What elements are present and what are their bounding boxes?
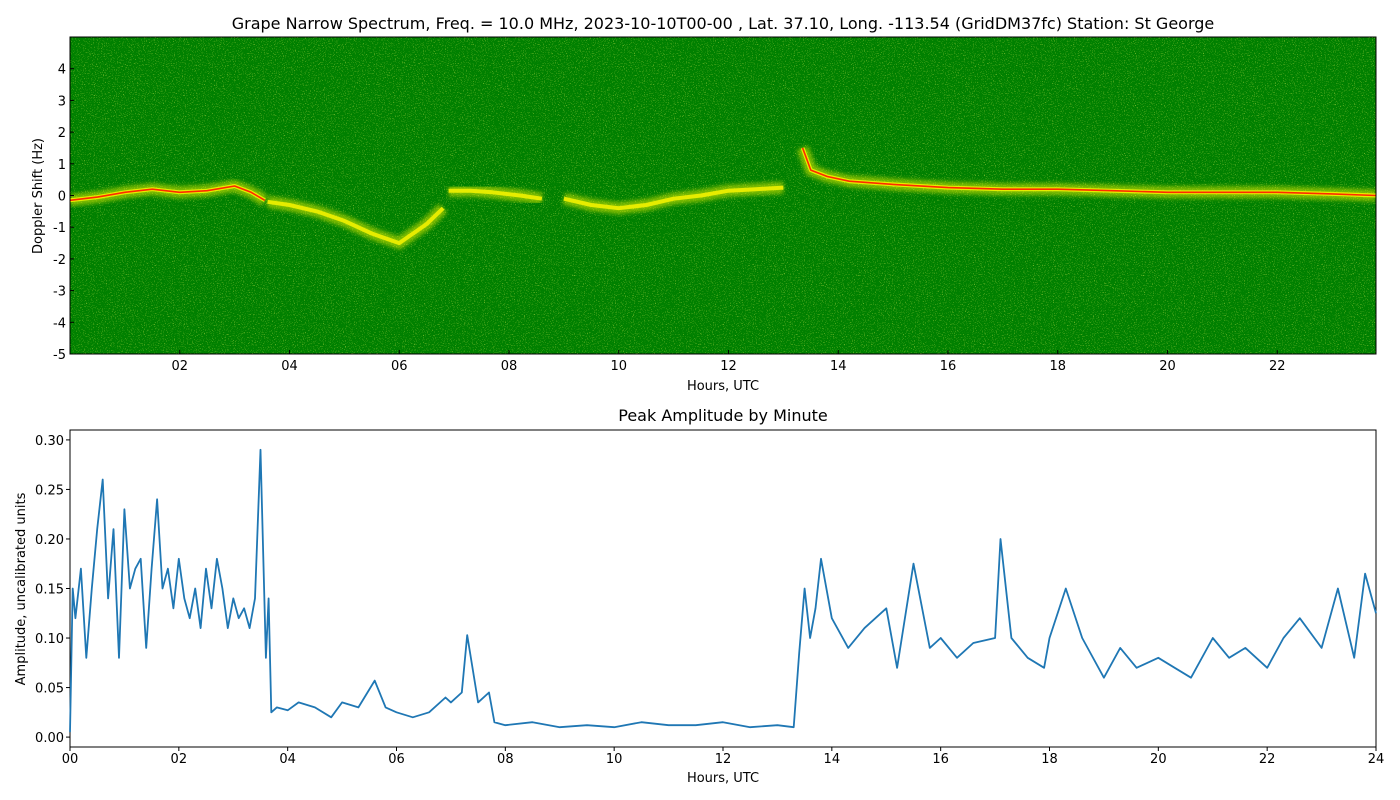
- amplitude-x-tick-label: 00: [62, 752, 79, 767]
- amplitude-x-tick-label: 16: [932, 752, 949, 767]
- spectrum-y-tick-label: -4: [53, 316, 66, 331]
- spectrum-y-tick-label: -2: [53, 253, 66, 268]
- spectrum-x-tick-label: 18: [1049, 359, 1066, 374]
- amplitude-x-tick-label: 22: [1259, 752, 1276, 767]
- spectrum-x-tick-label: 04: [281, 359, 298, 374]
- amplitude-y-tick-label: 0.00: [35, 731, 64, 746]
- amplitude-series-line: [69, 448, 1377, 733]
- amplitude-frame: [69, 429, 1377, 748]
- spectrogram-plot-area: [70, 37, 1376, 354]
- amplitude-x-tick-label: 24: [1368, 752, 1385, 767]
- spectrum-title: Grape Narrow Spectrum, Freq. = 10.0 MHz,…: [232, 14, 1215, 33]
- amplitude-x-tick-label: 14: [824, 752, 841, 767]
- amplitude-y-tick-label: 0.25: [35, 483, 64, 498]
- amplitude-x-tick-label: 12: [715, 752, 732, 767]
- amplitude-y-tick-label: 0.30: [35, 434, 64, 449]
- amplitude-x-tick-label: 04: [279, 752, 296, 767]
- spectrum-x-tick-label: 06: [391, 359, 408, 374]
- amplitude-x-tick-label: 18: [1041, 752, 1058, 767]
- doppler-trace-peak: [801, 147, 1376, 197]
- spectrum-x-tick-label: 08: [501, 359, 518, 374]
- amplitude-x-tick-label: 02: [171, 752, 188, 767]
- amplitude-x-tick-label: 20: [1150, 752, 1167, 767]
- spectrum-y-label: Doppler Shift (Hz): [31, 138, 46, 254]
- spectrum-y-tick-label: -3: [53, 285, 66, 300]
- spectrum-y-tick-label: 2: [58, 126, 66, 141]
- spectrum-y-tick-label: -5: [53, 348, 66, 363]
- spectrum-x-tick-label: 14: [830, 359, 847, 374]
- doppler-trace-peak: [70, 185, 266, 202]
- amplitude-y-label: Amplitude, uncalibrated units: [14, 492, 29, 685]
- spectrum-x-label: Hours, UTC: [687, 379, 759, 394]
- amplitude-y-tick-label: 0.10: [35, 632, 64, 647]
- spectrum-y-tick-label: 1: [58, 158, 66, 173]
- spectrum-x-tick-label: 16: [940, 359, 957, 374]
- doppler-trace: [563, 185, 784, 211]
- spectrum-x-tick-label: 20: [1159, 359, 1176, 374]
- amplitude-x-label: Hours, UTC: [687, 771, 759, 786]
- doppler-trace: [448, 188, 543, 201]
- spectrum-y-tick-label: 4: [58, 63, 66, 78]
- amplitude-title: Peak Amplitude by Minute: [618, 406, 828, 425]
- amplitude-x-tick-label: 06: [388, 752, 405, 767]
- amplitude-y-tick-label: 0.20: [35, 533, 64, 548]
- spectrum-x-tick-label: 02: [171, 359, 188, 374]
- spectrum-x-tick-label: 10: [610, 359, 627, 374]
- spectrum-x-tick-label: 12: [720, 359, 737, 374]
- amplitude-x-tick-label: 10: [606, 752, 623, 767]
- spectrum-y-tick-label: 0: [58, 190, 66, 205]
- amplitude-y-tick-label: 0.05: [35, 682, 64, 697]
- amplitude-y-tick-label: 0.15: [35, 583, 64, 598]
- spectrum-y-tick-label: 3: [58, 94, 66, 109]
- amplitude-x-tick-label: 08: [497, 752, 514, 767]
- doppler-trace: [267, 199, 445, 246]
- spectrum-x-tick-label: 22: [1269, 359, 1286, 374]
- spectrum-y-tick-label: -1: [53, 221, 66, 236]
